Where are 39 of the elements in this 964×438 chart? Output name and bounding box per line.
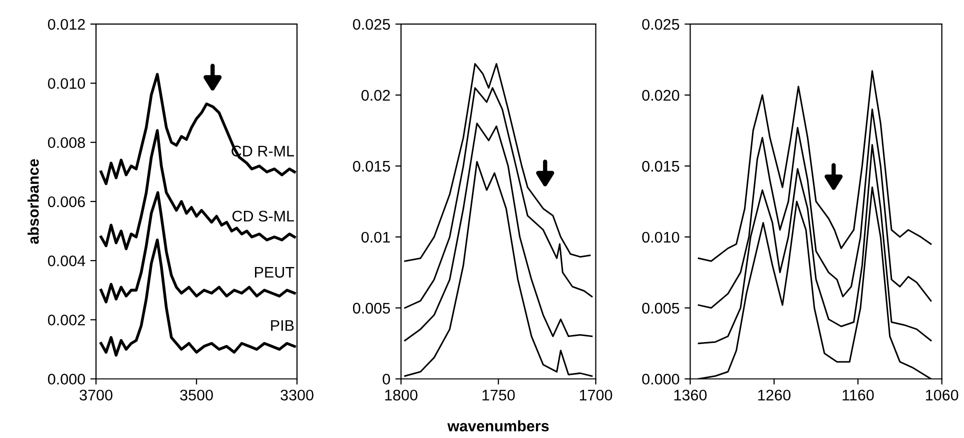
y-tick-label: 0.005 bbox=[642, 302, 680, 314]
y-tick-label: 0.000 bbox=[48, 374, 86, 385]
y-axis-title: absorbance bbox=[28, 159, 39, 244]
y-tick-label: 0.006 bbox=[48, 196, 85, 208]
x-tick-label: 1750 bbox=[482, 390, 515, 401]
y-tick-label: 0.020 bbox=[642, 90, 680, 101]
y-tick-label: 0.015 bbox=[642, 160, 680, 172]
y-tick-label: 0.005 bbox=[352, 302, 390, 314]
y-tick-label: 0.02 bbox=[361, 90, 390, 101]
x-tick-label: 3700 bbox=[80, 390, 112, 401]
y-tick-label: 0.002 bbox=[48, 314, 85, 326]
series-label: PIB bbox=[271, 320, 294, 331]
y-tick-label: 0.012 bbox=[48, 18, 85, 30]
x-tick-label: 1060 bbox=[926, 390, 958, 401]
x-tick-label: 1160 bbox=[842, 390, 874, 401]
x-tick-label: 3300 bbox=[280, 390, 314, 401]
line-series bbox=[404, 63, 591, 262]
line-series bbox=[404, 122, 593, 342]
y-tick-label: 0.015 bbox=[352, 160, 390, 172]
x-tick-label: 3500 bbox=[180, 390, 213, 401]
x-axis-title: wavenumbers bbox=[447, 420, 549, 432]
series-label: CD S-ML bbox=[232, 210, 294, 222]
y-tick-label: 0.010 bbox=[642, 232, 680, 243]
y-tick-label: 0.004 bbox=[48, 255, 86, 266]
line-series bbox=[698, 70, 932, 262]
x-tick-label: 1800 bbox=[385, 390, 418, 401]
x-tick-label: 1700 bbox=[580, 390, 612, 401]
line-series bbox=[404, 87, 593, 309]
y-tick-label: 0.01 bbox=[361, 232, 390, 243]
y-tick-label: 0.025 bbox=[352, 18, 390, 30]
x-tick-label: 1260 bbox=[758, 390, 790, 401]
y-tick-label: 0.010 bbox=[48, 78, 86, 89]
y-tick-label: 0 bbox=[382, 374, 390, 385]
series-label: PEUT bbox=[255, 267, 294, 278]
y-tick-label: 0.000 bbox=[642, 374, 680, 385]
line-series bbox=[404, 160, 593, 377]
x-tick-label: 1360 bbox=[674, 390, 707, 401]
y-tick-label: 0.008 bbox=[48, 137, 85, 148]
y-tick-label: 0.025 bbox=[642, 18, 680, 30]
